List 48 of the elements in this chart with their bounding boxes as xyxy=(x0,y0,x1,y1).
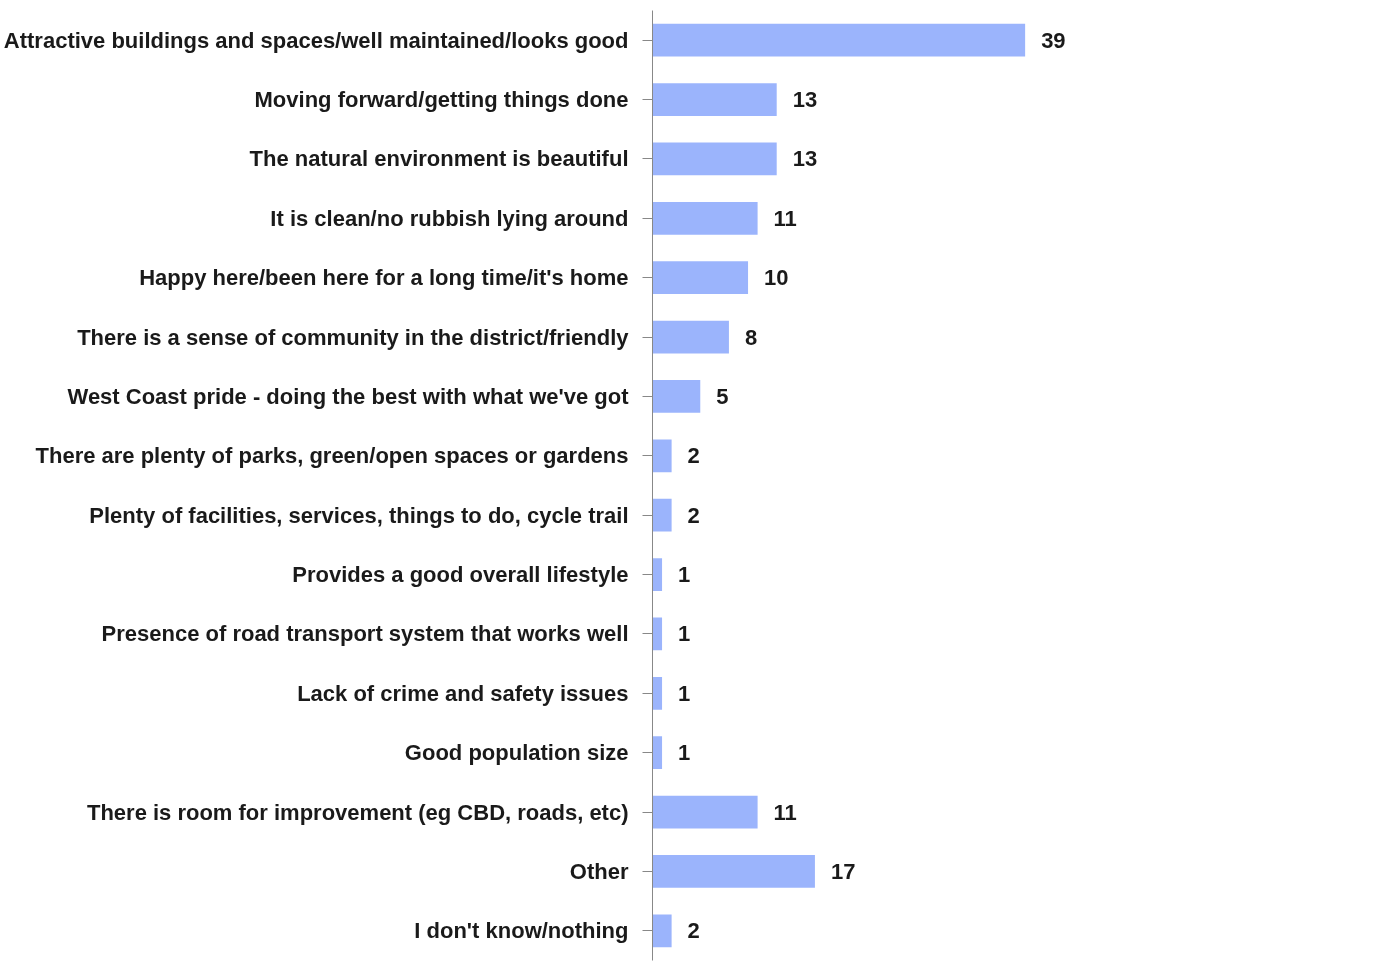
data-label: 1 xyxy=(678,621,691,647)
bar xyxy=(652,23,1026,57)
bar xyxy=(652,617,663,651)
data-label: 5 xyxy=(716,383,729,409)
y-tick-label: The natural environment is beautiful xyxy=(249,146,629,172)
y-tick-label: Moving forward/getting things done xyxy=(254,87,629,113)
data-label: 1 xyxy=(678,680,691,706)
data-label: 13 xyxy=(792,146,818,172)
data-label: 2 xyxy=(687,502,700,528)
y-tick-label: It is clean/no rubbish lying around xyxy=(270,205,629,231)
bar xyxy=(652,736,663,770)
y-tick-label: Provides a good overall lifestyle xyxy=(292,562,629,588)
bar xyxy=(652,320,729,354)
data-label: 11 xyxy=(773,799,797,825)
data-label: 8 xyxy=(744,324,758,350)
y-tick-label: There is a sense of community in the district/friendly xyxy=(77,324,630,350)
bar xyxy=(652,201,758,235)
data-label: 17 xyxy=(830,858,856,884)
bar xyxy=(652,261,749,295)
bar xyxy=(652,855,815,888)
data-label: 2 xyxy=(687,443,700,469)
bar xyxy=(652,380,701,413)
bar xyxy=(652,558,663,591)
bar xyxy=(652,795,758,829)
y-tick-label: Other xyxy=(569,858,629,884)
y-tick-label: I don't know/nothing xyxy=(414,918,629,944)
bar xyxy=(652,676,663,710)
y-tick-label: Good population size xyxy=(404,740,629,766)
y-tick-label: West Coast pride - doing the best with what we've got xyxy=(67,383,630,409)
y-tick-label: There is room for improvement (eg CBD, roads, etc) xyxy=(86,799,629,825)
data-label: 11 xyxy=(773,205,797,231)
data-label: 39 xyxy=(1041,27,1066,53)
bar xyxy=(652,439,672,473)
bar xyxy=(652,498,672,532)
data-label: 10 xyxy=(764,265,789,291)
y-tick-label: Happy here/been here for a long time/it's home xyxy=(139,265,629,291)
data-label: 13 xyxy=(792,87,818,113)
y-tick-label: There are plenty of parks, green/open spaces or gardens xyxy=(35,443,629,469)
bar xyxy=(652,142,777,176)
data-label: 1 xyxy=(678,562,691,588)
y-tick-label: Plenty of facilities, services, things to do, cycle trail xyxy=(89,502,629,528)
y-tick-label: Attractive buildings and spaces/well maintained/looks good xyxy=(3,27,629,53)
y-tick-label: Presence of road transport system that works well xyxy=(101,621,629,647)
data-label: 1 xyxy=(678,740,691,766)
bar xyxy=(652,83,777,116)
bar xyxy=(652,914,672,948)
y-tick-label: Lack of crime and safety issues xyxy=(297,680,629,706)
data-label: 2 xyxy=(687,918,700,944)
